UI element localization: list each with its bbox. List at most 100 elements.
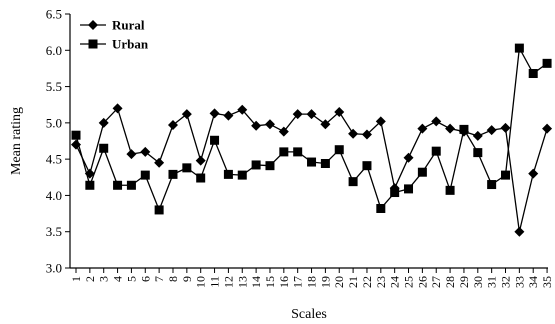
- x-tick-label: 10: [194, 276, 208, 288]
- legend-marker-square: [88, 39, 98, 49]
- data-point-urban: [210, 135, 220, 145]
- x-tick-label: 4: [111, 276, 125, 282]
- x-tick-label: 15: [263, 276, 277, 288]
- legend-label: Rural: [112, 18, 145, 33]
- x-tick-label: 9: [180, 276, 194, 282]
- y-axis-title: Mean rating: [9, 107, 24, 175]
- data-point-urban: [431, 146, 441, 156]
- series-urban: [71, 43, 552, 215]
- data-point-rural: [403, 152, 414, 163]
- y-tick-label: 3.0: [46, 261, 62, 276]
- data-point-rural: [306, 109, 317, 120]
- data-point-rural: [251, 120, 262, 131]
- data-point-rural: [361, 129, 372, 140]
- data-point-urban: [320, 158, 330, 168]
- data-point-rural: [154, 157, 165, 168]
- legend-marker-diamond: [88, 20, 98, 30]
- data-point-urban: [293, 147, 303, 157]
- data-point-urban: [154, 205, 164, 215]
- data-point-rural: [278, 126, 289, 137]
- x-axis-ticks: 1 2 3 4 5 6 7 8 9 10 11 12 13 14 15 16 17 18 19 20 21 22 23 24 2…: [69, 268, 554, 288]
- x-tick-label: 34: [526, 276, 540, 288]
- y-tick-label: 3.5: [46, 224, 62, 239]
- series-line-urban: [75, 45, 548, 212]
- data-point-rural: [445, 123, 456, 134]
- x-tick-label: 29: [457, 276, 471, 288]
- x-tick-label: 11: [208, 276, 222, 288]
- x-tick-label: 20: [332, 276, 346, 288]
- data-point-urban: [196, 173, 206, 183]
- data-point-urban: [348, 177, 358, 187]
- data-point-rural: [320, 119, 331, 130]
- x-tick-label: 23: [374, 276, 388, 288]
- x-tick-label: 12: [221, 276, 235, 288]
- legend-item-urban: Urban: [80, 37, 149, 52]
- legend: Rural Urban: [80, 18, 149, 52]
- data-point-urban: [113, 180, 123, 190]
- data-point-rural: [264, 119, 275, 130]
- x-tick-label: 31: [485, 276, 499, 288]
- y-tick-label: 5.5: [46, 79, 62, 94]
- data-point-urban: [376, 203, 386, 213]
- data-point-urban: [168, 169, 178, 179]
- data-point-urban: [99, 143, 109, 153]
- data-point-urban: [473, 148, 483, 158]
- data-point-urban: [528, 69, 538, 79]
- x-tick-label: 32: [499, 276, 513, 288]
- data-point-rural: [431, 116, 442, 127]
- x-tick-label: 1: [69, 276, 83, 282]
- data-point-urban: [279, 147, 289, 157]
- data-point-urban: [390, 188, 400, 198]
- data-point-urban: [459, 124, 469, 134]
- data-point-urban: [445, 185, 455, 195]
- x-tick-label: 7: [152, 276, 166, 282]
- series-line-rural: [75, 107, 548, 232]
- data-point-urban: [542, 58, 552, 68]
- x-tick-label: 16: [277, 276, 291, 288]
- data-point-urban: [487, 180, 497, 190]
- x-tick-label: 28: [443, 276, 457, 288]
- data-point-rural: [348, 128, 359, 139]
- data-point-rural: [528, 168, 539, 179]
- data-point-urban: [265, 161, 275, 171]
- data-point-urban: [85, 180, 95, 190]
- x-tick-label: 8: [166, 276, 180, 282]
- data-point-urban: [237, 170, 247, 180]
- data-point-rural: [292, 109, 303, 120]
- data-point-rural: [486, 125, 497, 136]
- series-group: [71, 43, 553, 237]
- data-point-urban: [182, 163, 192, 173]
- data-point-rural: [167, 120, 178, 131]
- x-tick-label: 24: [388, 276, 402, 288]
- data-point-urban: [126, 180, 136, 190]
- data-point-urban: [307, 157, 317, 167]
- data-point-rural: [181, 109, 192, 120]
- data-point-urban: [223, 169, 233, 179]
- x-tick-label: 5: [124, 276, 138, 282]
- data-point-rural: [542, 123, 553, 134]
- x-tick-label: 21: [346, 276, 360, 288]
- x-tick-label: 26: [415, 276, 429, 288]
- data-point-rural: [237, 104, 248, 115]
- x-tick-label: 3: [97, 276, 111, 282]
- x-tick-label: 17: [291, 276, 305, 288]
- x-tick-label: 14: [249, 276, 263, 288]
- data-point-urban: [404, 184, 414, 194]
- y-tick-label: 4.5: [46, 152, 62, 167]
- data-point-rural: [375, 116, 386, 127]
- y-axis-ticks: 3.0 3.5 4.0 4.5 5.0 5.5 6.0 6.5: [46, 7, 70, 276]
- x-tick-label: 2: [83, 276, 97, 282]
- data-point-rural: [472, 130, 483, 141]
- x-tick-label: 25: [402, 276, 416, 288]
- x-tick-label: 18: [305, 276, 319, 288]
- legend-label: Urban: [112, 37, 149, 52]
- data-point-urban: [71, 130, 81, 140]
- x-tick-label: 19: [318, 276, 332, 288]
- data-point-urban: [140, 170, 150, 180]
- x-tick-label: 22: [360, 276, 374, 288]
- data-point-urban: [362, 161, 372, 171]
- data-point-rural: [514, 226, 525, 237]
- x-axis-title: Scales: [291, 307, 327, 322]
- data-point-rural: [195, 155, 206, 166]
- y-tick-label: 5.0: [46, 115, 62, 130]
